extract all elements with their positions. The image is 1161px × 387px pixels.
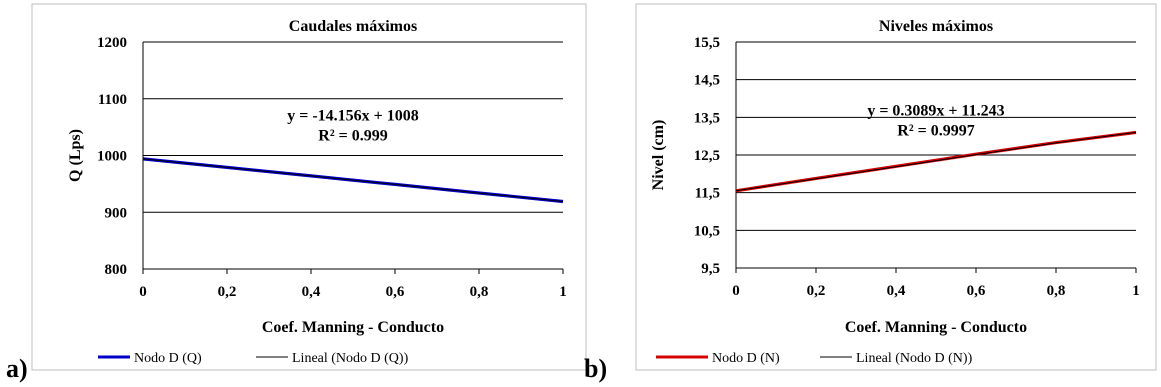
chart-panel-0: 800 900 1000 1100 1200 0 0,2 0,4 0,6 0,8 1 Caudales… (6, 3, 587, 383)
y-tick-label: 1200 (97, 35, 127, 51)
x-tick-label: 0 (732, 283, 740, 299)
series-line-1 (142, 158, 564, 202)
y-tick-label: 900 (105, 205, 128, 221)
x-tick-label: 0,8 (470, 284, 489, 300)
x-axis-label: Coef. Manning - Conducto (262, 319, 444, 336)
legend-label-0: Nodo D (Q) (134, 351, 202, 366)
trend-r2: R² = 0.999 (318, 127, 387, 144)
trend-equation: y = 0.3089x + 11.243 (867, 102, 1004, 119)
x-tick-label: 0,4 (302, 284, 321, 300)
x-tick-label: 0,2 (807, 283, 826, 299)
chart-title: Caudales máximos (289, 18, 417, 35)
x-tick-label: 0,2 (218, 284, 237, 300)
trend-r2: R² = 0.9997 (897, 122, 974, 139)
legend-label-0: Nodo D (N) (712, 351, 780, 366)
legend-label-1: Lineal (Nodo D (Q)) (292, 351, 409, 366)
x-tick-label: 0,4 (887, 283, 906, 299)
trend-equation: y = -14.156x + 1008 (287, 107, 419, 124)
y-axis-label: Q (Lps) (67, 129, 84, 182)
y-tick-label: 11,5 (695, 186, 720, 202)
series-line-1 (735, 131, 1137, 192)
x-tick-label: 0,6 (967, 283, 986, 299)
x-tick-label: 0,6 (386, 284, 405, 300)
x-tick-label: 0,8 (1047, 283, 1066, 299)
y-tick-label: 1000 (97, 149, 127, 165)
y-tick-label: 14,5 (694, 73, 720, 89)
y-tick-label: 1100 (98, 92, 127, 108)
x-axis-label: Coef. Manning - Conducto (845, 319, 1027, 336)
x-tick-label: 1 (559, 284, 567, 300)
y-tick-label: 9,5 (701, 261, 720, 277)
x-tick-label: 1 (1132, 283, 1140, 299)
y-tick-label: 13,5 (694, 110, 720, 126)
y-axis-label: Nivel (cm) (650, 120, 667, 191)
y-tick-label: 10,5 (694, 223, 720, 239)
chart-title: Niveles máximos (879, 18, 993, 35)
chart-frame (31, 3, 587, 371)
x-tick-label: 0 (139, 284, 147, 300)
legend-label-1: Lineal (Nodo D (N)) (856, 351, 973, 366)
panel-label: b) (584, 354, 607, 383)
y-tick-label: 800 (105, 262, 128, 278)
chart-panel-1: 9,5 10,5 11,5 12,5 13,5 14,5 15,5 0 0,2 0,4 0,6 0,8… (584, 3, 1157, 383)
y-tick-label: 12,5 (694, 148, 720, 164)
y-tick-label: 15,5 (694, 35, 720, 51)
chart-frame (635, 3, 1157, 371)
panel-label: a) (6, 354, 28, 383)
